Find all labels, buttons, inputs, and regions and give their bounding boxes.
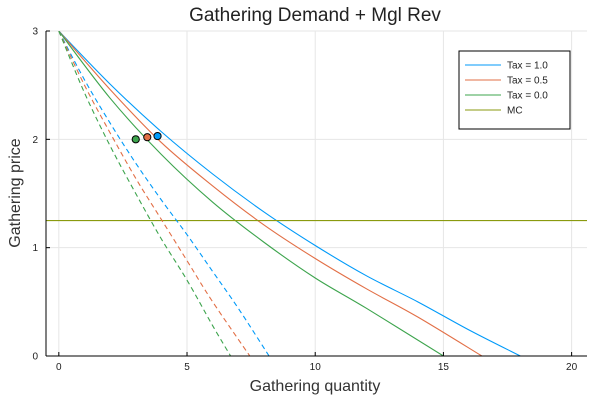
series-layer bbox=[46, 31, 587, 356]
legend-box bbox=[458, 50, 571, 130]
series-line-demand bbox=[58, 31, 444, 356]
equilibrium-point bbox=[153, 131, 162, 141]
y-tick-label: 1 bbox=[32, 243, 38, 254]
series-line-marginal-revenue-tax-0-0- bbox=[58, 31, 232, 356]
x-tick-label: 0 bbox=[56, 362, 62, 373]
x-axis-label: Gathering quantity bbox=[250, 378, 381, 395]
y-axis-label: Gathering price bbox=[7, 138, 24, 247]
x-tick-label: 5 bbox=[184, 362, 190, 373]
legend-label: MC bbox=[507, 106, 523, 117]
axes: 0 5 10 15 20 0 1 2 3 bbox=[32, 27, 587, 373]
legend: Tax = 1.0 Tax = 0.5 Tax = 0.0 MC bbox=[458, 50, 571, 130]
legend-label: Tax = 0.0 bbox=[507, 91, 548, 102]
y-tick-label: 2 bbox=[32, 135, 38, 146]
equilibrium-points bbox=[131, 131, 162, 144]
series-line-demand bbox=[58, 31, 483, 356]
chart-title: Gathering Demand + Mgl Rev bbox=[189, 5, 441, 26]
y-tick-label: 3 bbox=[32, 27, 38, 38]
legend-label: Tax = 0.5 bbox=[507, 76, 548, 87]
legend-label: Tax = 1.0 bbox=[507, 61, 548, 72]
x-tick-label: 10 bbox=[310, 362, 322, 373]
equilibrium-point bbox=[131, 135, 140, 144]
y-tick-label: 0 bbox=[32, 352, 38, 363]
x-tick-label: 20 bbox=[566, 362, 578, 373]
series-line-marginal-revenue-tax-0-5- bbox=[58, 31, 251, 356]
series-line-marginal-revenue-tax-1-0- bbox=[58, 31, 270, 356]
x-tick-label: 15 bbox=[438, 362, 450, 373]
series-line-demand bbox=[58, 31, 521, 356]
equilibrium-point bbox=[143, 133, 152, 142]
